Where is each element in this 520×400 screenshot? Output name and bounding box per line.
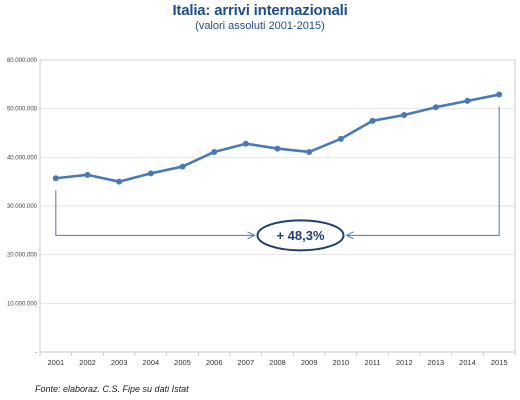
data-point	[401, 111, 408, 118]
x-tick-label: 2005	[174, 358, 191, 367]
x-tick-label: 2008	[269, 358, 286, 367]
x-tick-label: 2013	[427, 358, 444, 367]
data-point	[369, 117, 376, 124]
data-point	[464, 97, 471, 104]
chart-subtitle: (valori assoluti 2001-2015)	[195, 20, 325, 32]
x-tick-label: 2004	[142, 358, 159, 367]
x-tick-label: 2007	[237, 358, 254, 367]
data-point	[211, 148, 218, 155]
y-tick-label: 40.000.000	[7, 155, 38, 161]
left-bracket-arrow	[55, 190, 254, 236]
left-arrowhead	[247, 231, 256, 240]
annotation-label: + 48,3%	[276, 228, 325, 243]
y-tick-label: 50.000.000	[7, 107, 38, 113]
data-point	[337, 135, 344, 142]
x-tick-label: 2011	[364, 358, 380, 367]
right-bracket-arrow	[347, 106, 500, 236]
data-point	[496, 91, 503, 98]
data-point	[306, 148, 313, 155]
data-point	[242, 140, 249, 147]
data-point	[52, 175, 59, 182]
data-point	[274, 145, 281, 152]
data-point	[432, 104, 439, 111]
annotation-oval	[256, 219, 345, 252]
y-tick-label: -	[35, 350, 37, 356]
x-tick-label: 2009	[301, 358, 318, 367]
x-tick-label: 2012	[396, 358, 413, 367]
y-tick-label: 30.000.000	[7, 204, 38, 210]
data-point	[116, 178, 123, 185]
x-tick-label: 2006	[206, 358, 223, 367]
source-note: Fonte: elaboraz. C.S. Fipe su dati Istat	[35, 384, 189, 394]
data-point	[179, 163, 186, 170]
x-tick-label: 2014	[459, 358, 476, 367]
x-tick-label: 2001	[47, 358, 64, 367]
x-tick-label: 2003	[111, 358, 128, 367]
y-tick-label: 20.000.000	[7, 253, 38, 259]
x-tick-label: 2010	[332, 358, 349, 367]
chart-title: Italia: arrivi internazionali	[172, 2, 348, 19]
right-arrowhead	[345, 231, 354, 240]
x-tick-label: 2015	[491, 358, 508, 367]
x-tick-label: 2002	[79, 358, 96, 367]
data-point	[147, 170, 154, 177]
y-tick-label: 60.000.000	[7, 58, 38, 64]
data-point	[84, 171, 91, 178]
y-tick-label: 10.000.000	[7, 301, 38, 307]
